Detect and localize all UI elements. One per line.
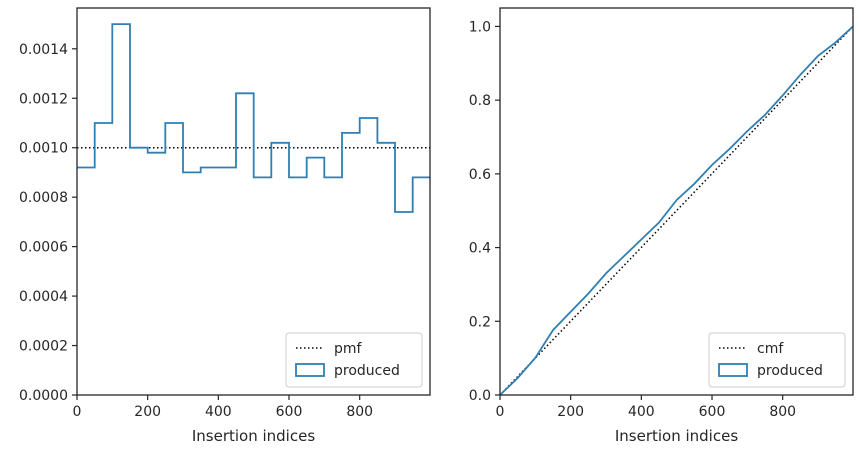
x-tick-label: 200 [557, 404, 584, 420]
x-tick-label: 800 [346, 404, 373, 420]
series-produced-line [77, 23, 430, 213]
legend-box [285, 332, 423, 388]
y-tick-label: 1.0 [469, 19, 491, 35]
x-tick-label: 0 [73, 404, 82, 420]
legend-label-cmf: cmf [757, 341, 784, 357]
y-tick-label: 0.4 [469, 241, 491, 257]
x-axis-label: Insertion indices [192, 427, 315, 445]
y-tick-label: 0.0006 [19, 240, 68, 256]
legend-label-pmf: pmf [334, 341, 363, 357]
y-tick-label: 0.6 [469, 167, 491, 183]
x-axis-label: Insertion indices [615, 427, 738, 445]
y-tick-label: 0.0000 [19, 388, 68, 404]
y-tick-label: 0.0012 [19, 91, 68, 107]
axes-frame [76, 7, 431, 396]
y-tick-label: 0.0008 [19, 190, 68, 206]
x-tick-label: 400 [205, 404, 232, 420]
legend-label-produced: produced [334, 363, 400, 379]
legend-label-produced: produced [757, 363, 823, 379]
y-tick-label: 0.0014 [19, 42, 68, 58]
legend-swatch-produced [295, 363, 325, 377]
series-produced-line [499, 25, 854, 396]
y-tick-label: 0.2 [469, 314, 491, 330]
y-tick-label: 0.0010 [19, 141, 68, 157]
axes-frame [499, 7, 854, 396]
x-tick-label: 600 [276, 404, 303, 420]
legend-swatch-produced [718, 363, 748, 377]
x-tick-label: 600 [699, 404, 726, 420]
y-tick-label: 0.8 [469, 93, 491, 109]
pmf-histogram-panel: 0 200 400 600 800 0.0000 0.0002 0.0004 0.0006 0.0… [19, 7, 431, 445]
legend-box [708, 332, 846, 388]
x-tick-label: 0 [496, 404, 505, 420]
x-tick-label: 400 [628, 404, 655, 420]
series-cmf-line [499, 25, 854, 396]
x-tick-label: 200 [134, 404, 161, 420]
y-tick-label: 0.0 [469, 388, 491, 404]
cmf-cumulative-panel: 0 200 400 600 800 0.0 0.2 0.4 0.6 0.8 1.0 Insertion… [469, 7, 854, 445]
x-tick-label: 800 [769, 404, 796, 420]
y-tick-label: 0.0004 [19, 289, 68, 305]
y-tick-label: 0.0002 [19, 339, 68, 355]
